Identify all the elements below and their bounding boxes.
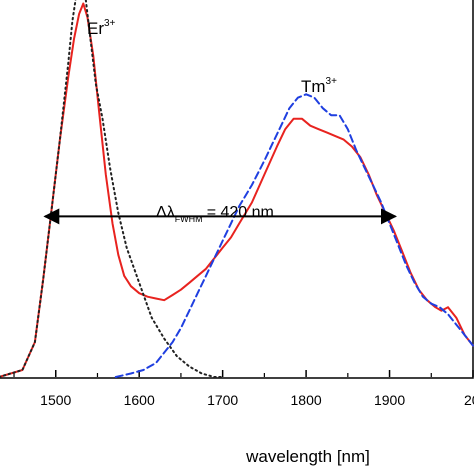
er-annotation: Er3+ [87, 18, 116, 38]
tm-superscript: 3+ [326, 76, 338, 87]
series-layer [0, 0, 474, 378]
x-tick-label: 1800 [291, 392, 322, 408]
plot-frame [0, 0, 474, 379]
er-label: Er [87, 19, 104, 38]
fwhm-delta: Δλ [156, 204, 175, 221]
x-tick-label: 200 [464, 392, 474, 408]
x-tick-label: 1900 [374, 392, 405, 408]
x-axis-ticks: 1500 1600 1700 1800 1900 200 [13, 370, 474, 408]
x-tick-label: 1600 [124, 392, 155, 408]
er-superscript: 3+ [104, 18, 116, 29]
tm-annotation: Tm3+ [301, 76, 337, 96]
x-tick-label: 1500 [40, 392, 71, 408]
tm-component-line [114, 93, 474, 378]
fwhm-annotation: ΔλFWHM = 420 nm [156, 204, 274, 224]
fwhm-subscript: FWHM [175, 214, 203, 224]
fwhm-value: = 420 nm [207, 204, 274, 221]
x-axis-label: wavelength [nm] [245, 447, 370, 466]
er-component-line [0, 0, 224, 378]
x-tick-label: 1700 [207, 392, 238, 408]
tm-label: Tm [301, 77, 326, 96]
measured-spectrum-line [0, 2, 474, 378]
